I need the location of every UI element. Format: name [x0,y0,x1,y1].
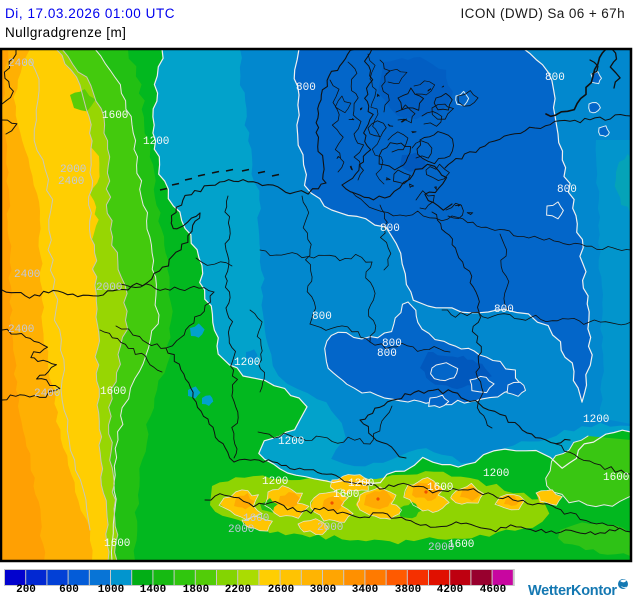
svg-text:3400: 3400 [352,584,378,596]
svg-text:800: 800 [494,304,514,316]
svg-text:200: 200 [16,584,36,596]
svg-text:800: 800 [545,72,565,84]
svg-text:2000: 2000 [96,282,122,294]
svg-text:1200: 1200 [143,136,169,148]
svg-text:2200: 2200 [225,584,251,596]
svg-text:2000: 2000 [228,524,254,536]
svg-text:1800: 1800 [183,584,209,596]
svg-text:1600: 1600 [448,539,474,551]
svg-text:1200: 1200 [583,414,609,426]
svg-text:2400: 2400 [34,388,60,400]
svg-text:1000: 1000 [98,584,124,596]
svg-text:3800: 3800 [395,584,421,596]
svg-text:2400: 2400 [8,58,34,70]
svg-text:1200: 1200 [262,476,288,488]
svg-text:2400: 2400 [58,176,84,188]
svg-text:2000: 2000 [60,164,86,176]
svg-text:800: 800 [557,184,577,196]
svg-text:4600: 4600 [480,584,506,596]
svg-text:1600: 1600 [243,513,269,525]
svg-text:1600: 1600 [104,538,130,550]
svg-text:1200: 1200 [234,357,260,369]
svg-text:1400: 1400 [140,584,166,596]
svg-text:1200: 1200 [348,478,374,490]
svg-text:2000: 2000 [428,542,454,554]
svg-text:2400: 2400 [8,324,34,336]
svg-text:4200: 4200 [437,584,463,596]
svg-text:2400: 2400 [14,269,40,281]
svg-text:800: 800 [312,311,332,323]
svg-text:WetterKontor: WetterKontor [528,583,617,599]
svg-text:1200: 1200 [483,468,509,480]
svg-text:800: 800 [296,82,316,94]
svg-text:2600: 2600 [268,584,294,596]
svg-text:1600: 1600 [333,489,359,501]
svg-text:2000: 2000 [317,522,343,534]
svg-text:800: 800 [382,338,402,350]
svg-text:800: 800 [380,223,400,235]
svg-text:1200: 1200 [278,436,304,448]
svg-text:1600: 1600 [427,482,453,494]
svg-text:1600: 1600 [603,472,629,484]
svg-text:1600: 1600 [100,386,126,398]
svg-text:600: 600 [59,584,79,596]
svg-text:800: 800 [377,348,397,360]
svg-text:1600: 1600 [102,110,128,122]
svg-text:3000: 3000 [310,584,336,596]
